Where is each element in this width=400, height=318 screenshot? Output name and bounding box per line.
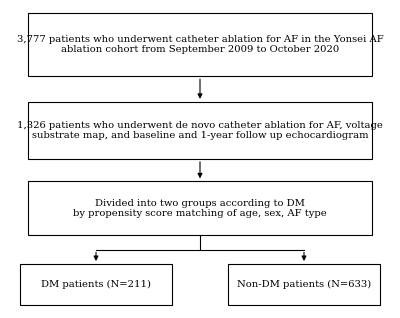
Text: 3,777 patients who underwent catheter ablation for AF in the Yonsei AF
ablation : 3,777 patients who underwent catheter ab… xyxy=(17,35,383,54)
FancyBboxPatch shape xyxy=(28,102,372,159)
Text: Divided into two groups according to DM
by propensity score matching of age, sex: Divided into two groups according to DM … xyxy=(73,198,327,218)
FancyBboxPatch shape xyxy=(28,181,372,235)
Text: 1,326 patients who underwent de novo catheter ablation for AF, voltage
substrate: 1,326 patients who underwent de novo cat… xyxy=(17,121,383,140)
FancyBboxPatch shape xyxy=(28,13,372,76)
Text: Non-DM patients (N=633): Non-DM patients (N=633) xyxy=(237,280,371,289)
FancyBboxPatch shape xyxy=(20,264,172,305)
FancyBboxPatch shape xyxy=(228,264,380,305)
Text: DM patients (N=211): DM patients (N=211) xyxy=(41,280,151,289)
